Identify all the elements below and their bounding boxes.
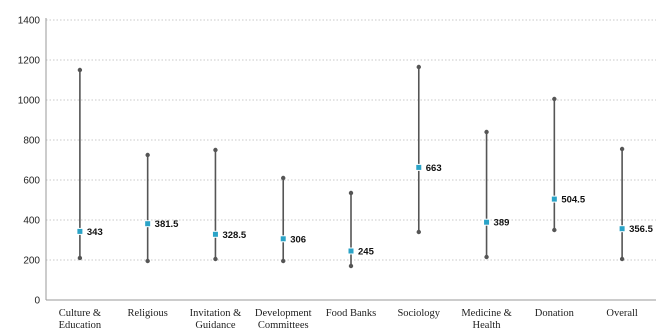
x-category-label-line: Religious: [128, 308, 168, 319]
x-category-label: Food Banks: [326, 308, 376, 319]
x-category-label: Development Committees: [255, 308, 312, 331]
x-category-label-line: Donation: [535, 308, 575, 319]
max-point: [416, 64, 421, 70]
mean-point: [415, 163, 423, 171]
series-marks: 343 381.5 328.5 306 245 663 389 504.5 356.5: [76, 64, 654, 269]
x-category-label-line: Food Banks: [326, 308, 376, 319]
x-category-label-line: Development: [255, 308, 312, 319]
y-tick-label: 1200: [18, 56, 41, 67]
mean-point: [76, 227, 84, 235]
x-axis: Culture & Education Religious Invitation & G…: [46, 299, 656, 331]
mean-value-label: 343: [87, 227, 103, 238]
max-point: [145, 152, 150, 158]
x-category-label-line: Invitation &: [190, 308, 242, 319]
x-category-label: Invitation & Guidance: [190, 308, 242, 331]
max-point: [348, 190, 354, 196]
x-category-label: Culture & Education: [59, 308, 102, 331]
max-point: [619, 146, 625, 152]
mean-point: [211, 230, 219, 238]
y-tick-label: 1000: [18, 96, 41, 107]
max-point: [484, 129, 489, 135]
mean-point: [347, 247, 355, 255]
max-point: [552, 96, 557, 102]
min-point: [348, 263, 354, 269]
x-category-label-line: Medicine &: [461, 308, 511, 319]
x-category-label-line: Health: [473, 320, 502, 331]
min-point: [552, 227, 557, 233]
min-point: [416, 229, 421, 235]
y-tick-label: 400: [23, 216, 40, 227]
mean-value-label: 328.5: [222, 230, 246, 241]
min-point: [281, 258, 286, 264]
x-category-label-line: Overall: [606, 308, 638, 319]
mean-point: [144, 220, 152, 228]
max-point: [77, 67, 83, 73]
y-tick-label: 1400: [18, 16, 41, 27]
mean-value-label: 245: [358, 247, 375, 258]
mean-point: [550, 195, 558, 203]
mean-value-label: 306: [290, 234, 306, 245]
mean-value-label: 504.5: [561, 195, 585, 206]
min-point: [145, 258, 150, 264]
x-category-label: Donation: [535, 308, 575, 319]
mean-value-label: 381.5: [155, 219, 179, 230]
min-point: [619, 256, 625, 262]
x-category-label: Overall: [606, 308, 638, 319]
mean-point: [483, 218, 491, 226]
max-point: [213, 147, 218, 153]
y-tick-label: 200: [23, 256, 40, 267]
x-category-label-line: Committees: [258, 320, 309, 331]
y-tick-label: 800: [23, 136, 40, 147]
x-category-label-line: Guidance: [195, 320, 236, 331]
mean-value-label: 663: [426, 163, 442, 174]
y-axis: 0 200 400 600 800 1000 1200 1400: [18, 16, 47, 307]
y-tick-label: 0: [34, 296, 40, 307]
mean-point: [279, 235, 287, 243]
min-point: [213, 256, 218, 262]
mean-point: [618, 225, 626, 233]
mean-value-label: 356.5: [629, 224, 653, 235]
min-point: [77, 255, 83, 261]
mean-value-label: 389: [494, 218, 510, 229]
x-category-label-line: Sociology: [397, 308, 440, 319]
x-category-label: Religious: [128, 308, 168, 319]
x-category-label: Sociology: [397, 308, 440, 319]
min-point: [484, 254, 489, 260]
max-point: [281, 175, 286, 181]
x-category-label: Medicine & Health: [461, 308, 511, 331]
x-category-label-line: Education: [59, 320, 102, 331]
x-category-label-line: Culture &: [59, 308, 101, 319]
y-tick-label: 600: [23, 176, 40, 187]
